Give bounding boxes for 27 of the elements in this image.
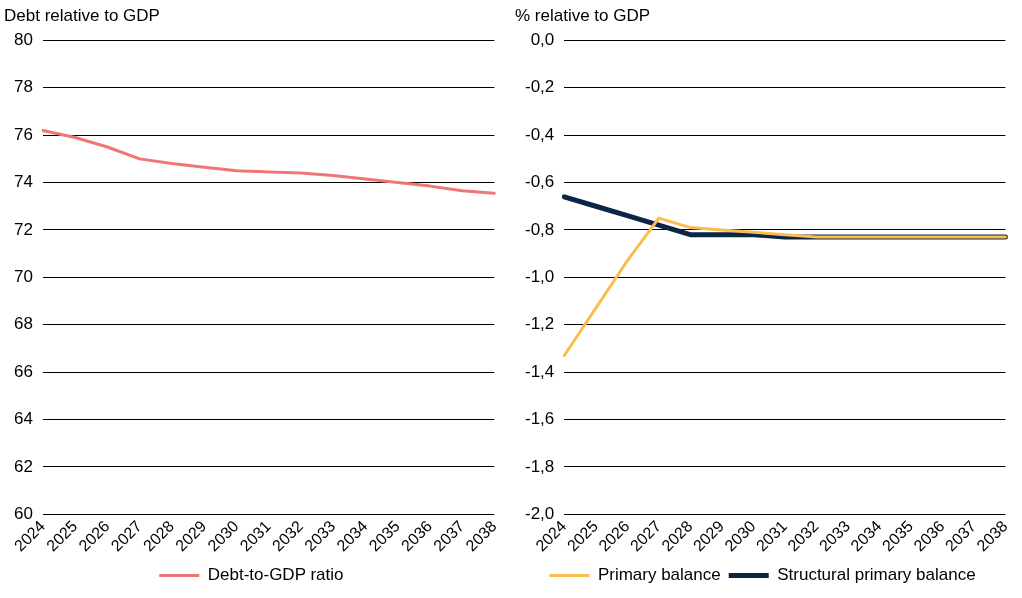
y-axis-title: Debt relative to GDP xyxy=(4,5,160,25)
y-tick-label: -0,2 xyxy=(525,77,555,97)
y-tick-label: -0,8 xyxy=(525,219,555,239)
y-axis-title: % relative to GDP xyxy=(515,5,651,25)
y-tick-label: -1,6 xyxy=(525,409,555,429)
y-tick-label: 62 xyxy=(13,456,33,476)
y-tick-label: 70 xyxy=(13,267,33,287)
y-tick-label: -1,8 xyxy=(525,456,555,476)
y-tick-label: -0,4 xyxy=(525,124,555,144)
y-tick-label: -2,0 xyxy=(525,503,555,523)
legend-label: Debt-to-GDP ratio xyxy=(207,565,344,585)
y-tick-label: -1,2 xyxy=(525,314,555,334)
y-tick-label: 66 xyxy=(13,361,33,381)
legend-label: Structural primary balance xyxy=(777,565,976,585)
y-tick-label: -1,4 xyxy=(525,361,555,381)
y-tick-label: 64 xyxy=(13,409,33,429)
y-tick-label: 68 xyxy=(13,314,33,334)
y-tick-label: 60 xyxy=(13,503,33,523)
y-tick-label: 76 xyxy=(13,124,33,144)
y-tick-label: 72 xyxy=(13,219,33,239)
y-tick-label: 74 xyxy=(13,172,33,192)
y-tick-label: -1,0 xyxy=(525,267,555,287)
y-tick-label: 80 xyxy=(13,30,33,50)
legend-label: Primary balance xyxy=(597,565,721,585)
y-tick-label: 0,0 xyxy=(530,30,555,50)
y-tick-label: -0,6 xyxy=(525,172,555,192)
y-tick-label: 78 xyxy=(13,77,33,97)
